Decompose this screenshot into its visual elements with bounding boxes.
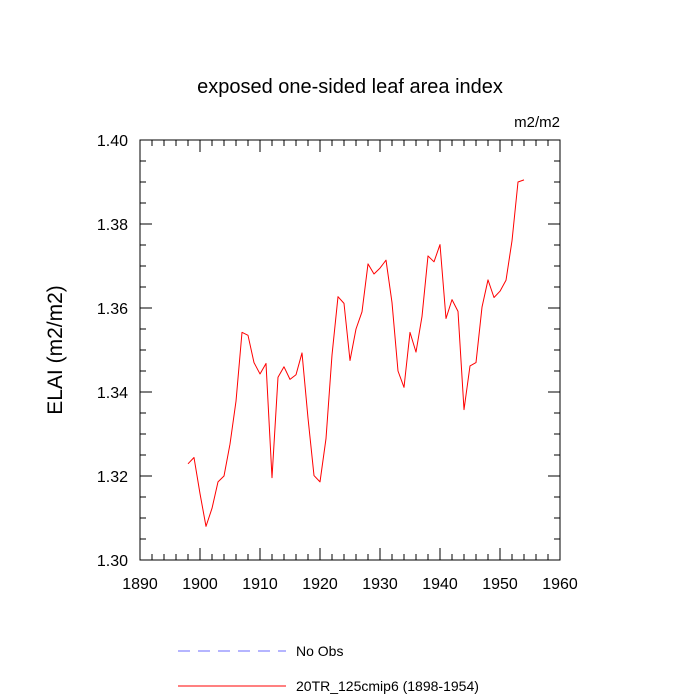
y-tick-label: 1.36: [97, 301, 128, 318]
x-tick-label: 1940: [422, 576, 458, 593]
y-tick-label: 1.30: [97, 553, 128, 570]
series-layer: [187, 179, 525, 527]
legend-label-no-obs: No Obs: [296, 643, 343, 659]
x-tick-label: 1960: [542, 576, 578, 593]
axis-tick-labels: 1890 1900 1910 1920 1930 1940 1950 1960 1.30 1.32…: [97, 133, 578, 593]
axis-ticks: [139, 139, 561, 561]
x-tick-label: 1900: [182, 576, 218, 593]
units-label: m2/m2: [514, 114, 560, 131]
legend-label-20tr: 20TR_125cmip6 (1898-1954): [296, 678, 479, 694]
x-tick-label: 1930: [362, 576, 398, 593]
series-line-1: [187, 179, 525, 527]
chart-title: exposed one-sided leaf area index: [197, 76, 503, 98]
x-tick-label: 1920: [302, 576, 338, 593]
x-tick-label: 1910: [242, 576, 278, 593]
x-tick-label: 1950: [482, 576, 518, 593]
y-tick-label: 1.40: [97, 133, 128, 150]
y-tick-label: 1.34: [97, 385, 128, 402]
y-axis-label: ELAI (m2/m2): [44, 285, 67, 415]
y-tick-label: 1.32: [97, 469, 128, 486]
x-tick-label: 1890: [122, 576, 158, 593]
plot-frame: [139, 139, 561, 561]
legend: No Obs 20TR_125cmip6 (1898-1954): [178, 643, 479, 694]
y-tick-label: 1.38: [97, 217, 128, 234]
